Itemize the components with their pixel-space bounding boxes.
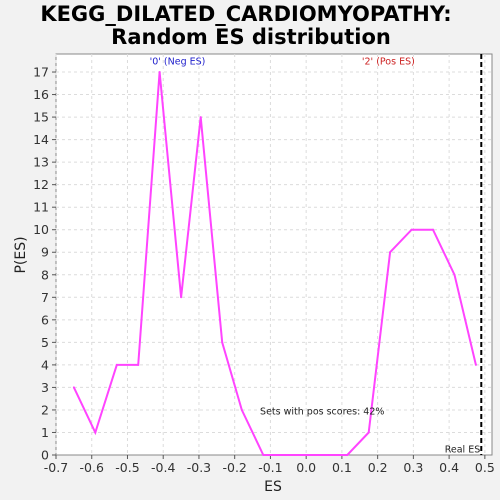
y-tick-label: 5 — [41, 335, 49, 350]
data-point — [137, 363, 140, 366]
y-tick-label: 13 — [33, 155, 49, 170]
y-axis-label: P(ES) — [13, 236, 29, 273]
annotation-text: '2' (Pos ES) — [362, 56, 415, 67]
data-point — [94, 431, 97, 434]
y-tick-label: 0 — [41, 448, 49, 463]
y-tick-label: 15 — [33, 110, 49, 125]
x-tick-label: -0.5 — [115, 460, 139, 475]
chart-title-line-2: Random ES distribution — [111, 25, 391, 49]
x-axis-label: ES — [264, 479, 282, 495]
grid-layer — [55, 54, 492, 455]
y-tick-label: 17 — [33, 65, 49, 80]
data-point — [221, 341, 224, 344]
y-tick-label: 2 — [41, 402, 49, 417]
x-tick-label: -0.6 — [80, 460, 104, 475]
y-tick-label: 3 — [41, 380, 49, 395]
y-tick-label: 11 — [33, 200, 49, 215]
y-tick-label: 14 — [33, 132, 49, 147]
x-tick-label: 0.5 — [475, 460, 495, 475]
data-point — [474, 363, 477, 366]
chart-title-line-1: KEGG_DILATED_CARDIOMYOPATHY: — [40, 2, 451, 26]
data-point — [199, 116, 202, 119]
x-tick-label: 0.4 — [439, 460, 459, 475]
plot-area — [55, 53, 493, 456]
data-point — [72, 386, 75, 389]
data-point — [180, 296, 183, 299]
y-tick-label: 8 — [41, 267, 49, 282]
data-point — [283, 454, 286, 456]
x-tick-label: -0.2 — [222, 460, 246, 475]
data-point — [453, 273, 456, 276]
x-tick-label: 0.0 — [296, 460, 316, 475]
x-tick-label: -0.1 — [258, 460, 282, 475]
y-tick-label: 1 — [41, 425, 49, 440]
data-point — [346, 454, 349, 456]
x-tick-label: -0.4 — [151, 460, 175, 475]
x-tick-label: 0.3 — [403, 460, 423, 475]
series-line — [72, 71, 477, 456]
data-point — [115, 363, 118, 366]
series-layer — [72, 71, 477, 456]
y-tick-label: 4 — [41, 357, 49, 372]
y-tick-label: 16 — [33, 87, 49, 102]
y-tick-label: 10 — [33, 222, 49, 237]
annotation-layer: Real ES '0' (Neg ES) '2' (Pos ES) Sets with… — [150, 54, 483, 456]
data-point — [158, 71, 161, 74]
data-point — [432, 228, 435, 231]
y-tick-label: 7 — [41, 290, 49, 305]
data-point — [326, 454, 329, 456]
annotation-text: '0' (Neg ES) — [150, 56, 206, 67]
x-tick-label: 0.2 — [368, 460, 388, 475]
x-tick-label: -0.3 — [187, 460, 211, 475]
data-point — [410, 228, 413, 231]
data-point — [240, 408, 243, 411]
y-tick-label: 12 — [33, 177, 49, 192]
real-es-label: Real ES — [445, 445, 481, 456]
x-tick-label: 0.1 — [332, 460, 352, 475]
y-tick-label: 9 — [41, 245, 49, 260]
x-tick-label: -0.7 — [44, 460, 68, 475]
data-point — [367, 431, 370, 434]
data-point — [262, 454, 265, 456]
y-tick-label: 6 — [41, 312, 49, 327]
data-point — [305, 454, 308, 456]
data-point — [389, 251, 392, 254]
annotation-text: Sets with pos scores: 42% — [260, 407, 384, 418]
